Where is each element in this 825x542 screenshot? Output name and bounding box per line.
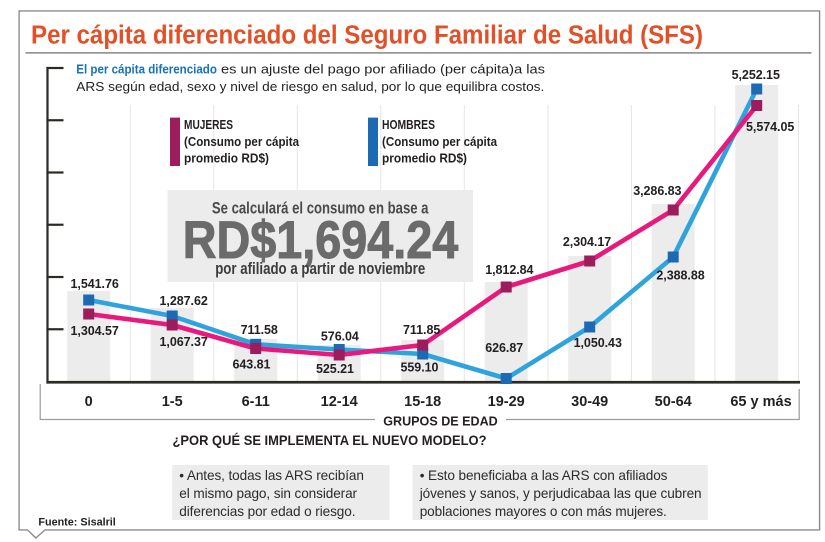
svg-text:30-49: 30-49 xyxy=(571,394,608,410)
svg-text:0: 0 xyxy=(85,394,93,410)
svg-text:525.21: 525.21 xyxy=(316,362,354,376)
svg-text:559.10: 559.10 xyxy=(401,361,439,375)
svg-text:¿POR QUÉ SE IMPLEMENTA EL NUEV: ¿POR QUÉ SE IMPLEMENTA EL NUEVO MODELO? xyxy=(173,432,487,448)
svg-text:5,252.15: 5,252.15 xyxy=(732,68,780,82)
svg-text:1,050.43: 1,050.43 xyxy=(574,336,622,350)
svg-text:1,812.84: 1,812.84 xyxy=(485,263,533,277)
svg-text:El per cápita diferenciado: El per cápita diferenciado xyxy=(76,63,217,77)
svg-text:poblaciones mayores o con más: poblaciones mayores o con más mujeres. xyxy=(420,504,667,519)
svg-text:65 y más: 65 y más xyxy=(730,394,791,410)
svg-text:Se calculará el consumo en bas: Se calculará el consumo en base a xyxy=(212,199,429,217)
svg-text:GRUPOS DE EDAD: GRUPOS DE EDAD xyxy=(383,413,498,428)
svg-text:el mismo pago, sin considerar: el mismo pago, sin considerar xyxy=(179,486,357,501)
svg-text:promedio RD$): promedio RD$) xyxy=(382,151,467,165)
svg-text:711.58: 711.58 xyxy=(241,323,278,337)
svg-text:(Consumo per cápita: (Consumo per cápita xyxy=(184,135,300,149)
svg-text:promedio RD$): promedio RD$) xyxy=(184,151,269,165)
svg-text:RD$1,694.24: RD$1,694.24 xyxy=(183,211,459,270)
svg-text:6-11: 6-11 xyxy=(242,394,270,410)
svg-text:(Consumo per cápita: (Consumo per cápita xyxy=(382,135,498,149)
svg-text:1,304.57: 1,304.57 xyxy=(71,324,119,338)
svg-text:Per cápita diferenciado del Se: Per cápita diferenciado del Seguro Famil… xyxy=(31,21,703,49)
svg-text:576.04: 576.04 xyxy=(321,329,359,343)
svg-text:por afiliado a partir de novie: por afiliado a partir de noviembre xyxy=(215,260,425,278)
svg-text:ARS según edad, sexo y nivel d: ARS según edad, sexo y nivel de riesgo e… xyxy=(76,80,544,94)
svg-text:1,067.37: 1,067.37 xyxy=(160,335,208,349)
svg-text:2,388.88: 2,388.88 xyxy=(656,268,704,282)
svg-text:3,286.83: 3,286.83 xyxy=(633,184,681,198)
svg-text:2,304.17: 2,304.17 xyxy=(563,235,611,249)
svg-text:5,574.05: 5,574.05 xyxy=(746,120,794,134)
svg-text:1,541.76: 1,541.76 xyxy=(71,277,119,291)
svg-text:15-18: 15-18 xyxy=(404,394,441,410)
svg-text:1-5: 1-5 xyxy=(162,394,183,410)
svg-text:626.87: 626.87 xyxy=(485,341,523,355)
svg-text:es un ajuste del pago por afil: es un ajuste del pago por afiliado (per … xyxy=(221,63,545,77)
svg-text:diferencias por edad o riesgo.: diferencias por edad o riesgo. xyxy=(179,504,355,519)
svg-text:HOMBRES: HOMBRES xyxy=(382,118,435,132)
svg-text:19-29: 19-29 xyxy=(488,394,525,410)
svg-text:• Antes, todas las ARS recibía: • Antes, todas las ARS recibían xyxy=(179,468,364,483)
svg-text:1,287.62: 1,287.62 xyxy=(160,294,208,308)
svg-text:jóvenes y sanos, y perjudicaba: jóvenes y sanos, y perjudicabaa las que … xyxy=(419,486,702,501)
svg-text:• Esto beneficiaba a las ARS c: • Esto beneficiaba a las ARS con afiliad… xyxy=(420,468,668,483)
svg-text:711.85: 711.85 xyxy=(403,323,440,337)
svg-text:Fuente: Sisalril: Fuente: Sisalril xyxy=(38,517,115,529)
svg-text:643.81: 643.81 xyxy=(233,358,271,372)
svg-text:MUJERES: MUJERES xyxy=(184,118,233,132)
svg-text:12-14: 12-14 xyxy=(321,394,358,410)
svg-text:50-64: 50-64 xyxy=(655,394,692,410)
